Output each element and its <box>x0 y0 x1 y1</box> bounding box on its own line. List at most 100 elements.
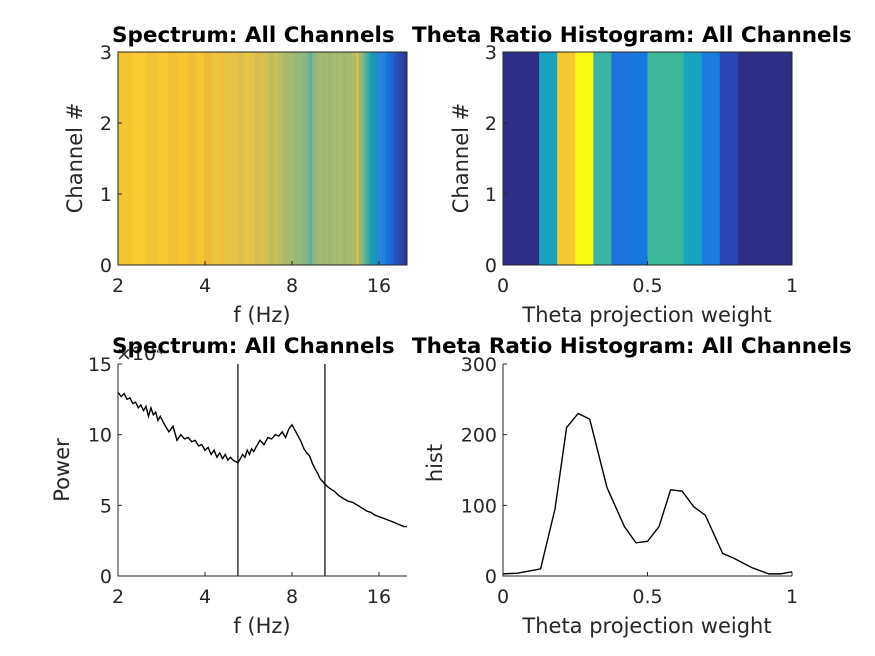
p1-heat-column <box>187 52 197 265</box>
spectrum-line-axes <box>117 364 407 577</box>
p1-heat-column <box>312 52 316 265</box>
p1-heat-column <box>375 52 378 265</box>
theta-heatmap-title: Theta Ratio Histogram: All Channels <box>412 23 852 48</box>
p1-heat-column <box>353 52 357 265</box>
p1-heat-column <box>178 52 188 265</box>
p2-heat-column <box>575 52 594 265</box>
p1-heat-column <box>385 52 388 265</box>
p1-heat-column <box>379 52 382 265</box>
p1-heat-column <box>346 52 350 265</box>
spectrum-line-series <box>117 391 407 528</box>
p1-heat-column <box>308 52 313 265</box>
p2-heat-column <box>521 52 540 265</box>
p2-ytick-label: 2 <box>485 113 497 135</box>
p2-heat-column <box>557 52 576 265</box>
theta-line-ylabel: hist <box>423 444 447 482</box>
p1-heat-column <box>397 52 400 265</box>
p1-heat-column <box>358 52 362 265</box>
p1-heat-column <box>338 52 342 265</box>
p1-heat-column <box>369 52 372 265</box>
p1-heat-column <box>196 52 205 265</box>
p1-heat-column <box>298 52 303 265</box>
theta-heatmap-ylabel: Channel # <box>449 103 473 214</box>
p2-heat-column <box>701 52 721 265</box>
p1-heat-column <box>393 52 397 265</box>
p1-heat-column <box>327 52 331 265</box>
p2-xtick-label: 0 <box>497 275 509 297</box>
p1-ytick-label: 2 <box>100 113 112 135</box>
spectrum-line-exponent: ×10⁴ <box>116 343 164 365</box>
p4-ytick-label: 200 <box>461 425 497 447</box>
p1-heat-column <box>362 52 366 265</box>
p2-heat-column <box>629 52 648 265</box>
p1-heat-column <box>377 52 380 265</box>
p1-heat-column <box>402 52 405 265</box>
p1-heat-column <box>249 52 256 265</box>
theta-line-xlabel: Theta projection weight <box>521 614 771 638</box>
p2-ytick-label: 1 <box>485 184 497 206</box>
p2-heat-column <box>647 52 666 265</box>
p1-heat-column <box>373 52 376 265</box>
p1-heat-column <box>259 52 266 265</box>
p1-xtick-label: 2 <box>112 275 124 297</box>
p1-heat-column <box>349 52 352 265</box>
p3-xtick-label: 2 <box>112 586 124 608</box>
p1-heat-column <box>356 52 359 265</box>
p1-heat-column <box>399 52 402 265</box>
p4-ytick-label: 100 <box>461 495 497 517</box>
p1-heat-column <box>386 52 390 265</box>
p2-heat-column <box>755 52 775 265</box>
p1-heat-column <box>282 52 288 265</box>
p1-heat-column <box>211 52 220 265</box>
p1-heat-column <box>318 52 323 265</box>
p2-heat-column <box>773 52 793 265</box>
theta-heatmap-panel: 0 0.5 1 0 1 2 3 Theta Ratio Histogram: All Cha… <box>412 23 852 327</box>
p1-heat-column <box>333 52 337 265</box>
p2-heat-column <box>737 52 757 265</box>
p1-heat-column <box>315 52 320 265</box>
p1-heat-column <box>145 52 158 265</box>
p1-xtick-label: 8 <box>286 275 298 297</box>
p1-heat-column <box>381 52 384 265</box>
p1-heat-column <box>360 52 364 265</box>
p1-ytick-label: 0 <box>100 255 112 277</box>
p1-heat-column <box>278 52 284 265</box>
p1-heat-column <box>264 52 270 265</box>
p2-heat-column <box>719 52 739 265</box>
theta-heatmap-ticks: 0 0.5 1 0 1 2 3 <box>485 42 798 297</box>
p1-heat-column <box>132 52 147 265</box>
p4-xtick-label: 1 <box>786 586 798 608</box>
p3-xtick-label: 16 <box>367 586 391 608</box>
theta-line-title: Theta Ratio Histogram: All Channels <box>412 334 852 359</box>
spectrum-line-ylabel: Power <box>50 438 74 502</box>
p1-heat-column <box>218 52 226 265</box>
p1-heat-column <box>168 52 179 265</box>
p1-heat-column <box>305 52 310 265</box>
p1-heat-column <box>294 52 299 265</box>
p4-ytick-label: 0 <box>485 566 497 588</box>
p1-heat-column <box>341 52 345 265</box>
p2-ytick-label: 0 <box>485 255 497 277</box>
p1-heat-column <box>243 52 250 265</box>
p1-heat-column <box>392 52 395 265</box>
p2-heat-column <box>593 52 612 265</box>
p1-heat-column <box>301 52 306 265</box>
p1-heat-column <box>351 52 355 265</box>
spectrum-heatmap-title: Spectrum: All Channels <box>112 23 395 48</box>
p1-xtick-label: 4 <box>199 275 211 297</box>
p1-heat-column <box>225 52 233 265</box>
p1-heat-column <box>321 52 326 265</box>
p1-heat-column <box>324 52 329 265</box>
p1-heat-column <box>157 52 169 265</box>
theta-heatmap-xlabel: Theta projection weight <box>521 303 771 327</box>
p3-ytick-label: 0 <box>100 566 112 588</box>
p1-ytick-label: 1 <box>100 184 112 206</box>
p2-heat-column <box>665 52 685 265</box>
spectrum-line-xlabel: f (Hz) <box>233 614 290 638</box>
p1-heat-column <box>254 52 261 265</box>
p3-xtick-label: 8 <box>286 586 298 608</box>
p2-heat-column <box>539 52 558 265</box>
p2-heat-column <box>503 52 522 265</box>
p1-heat-column <box>118 52 133 265</box>
